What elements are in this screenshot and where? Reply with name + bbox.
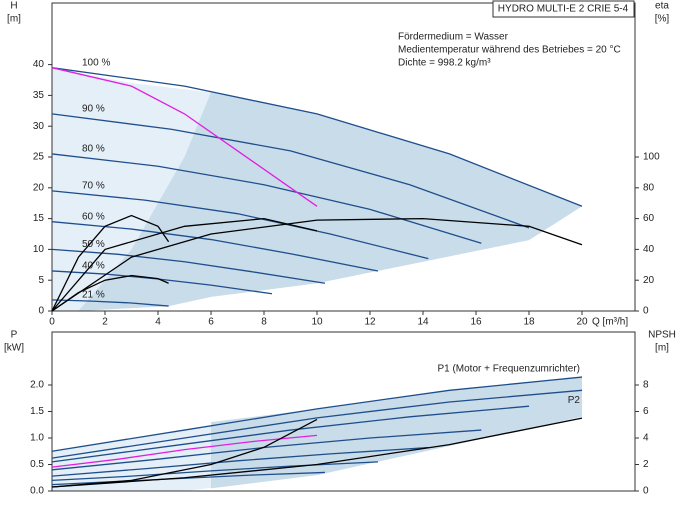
curve-label: 40 % <box>82 261 105 272</box>
curve <box>51 405 530 463</box>
y-tick-label: 10 <box>33 244 45 255</box>
curve-label: 60 % <box>82 211 105 222</box>
y-axis-label: P <box>11 330 18 341</box>
x-tick-label: 2 <box>102 317 108 328</box>
curve <box>51 376 583 452</box>
chart-title: HYDRO MULTI-E 2 CRIE 5-4 <box>498 4 629 15</box>
y2-axis-unit: [%] <box>655 14 670 25</box>
curve-label: 21 % <box>82 290 105 301</box>
y2-axis-label: eta <box>655 1 669 12</box>
curve <box>51 113 530 229</box>
y2-tick-label: 8 <box>643 380 649 391</box>
y-tick-label: 1.0 <box>30 433 44 444</box>
y2-tick-label: 80 <box>643 182 655 193</box>
curve-label: P1 (Motor + Frequenzumrichter) <box>437 364 580 375</box>
curve-label: 100 % <box>82 57 110 68</box>
curve <box>51 274 169 312</box>
x-tick-label: 4 <box>155 317 161 328</box>
x-axis-label: Q [m³/h] <box>592 317 628 328</box>
y-tick-label: 0.0 <box>30 486 44 497</box>
operating-region <box>78 92 582 311</box>
curve-label: 80 % <box>82 144 105 155</box>
curve <box>51 417 583 488</box>
y-tick-label: 15 <box>33 213 45 224</box>
note: Medientemperatur während des Betriebes =… <box>398 45 621 56</box>
x-tick-label: 10 <box>311 317 323 328</box>
curve <box>51 434 318 468</box>
curve <box>51 153 482 244</box>
curve <box>51 67 583 207</box>
curve <box>51 248 326 284</box>
y2-tick-label: 60 <box>643 213 655 224</box>
y-tick-label: 0.5 <box>30 459 44 470</box>
y-tick-label: 2.0 <box>30 380 44 391</box>
curve <box>51 446 429 477</box>
title-box <box>492 0 635 18</box>
y-tick-label: 0 <box>38 306 44 317</box>
curve <box>51 299 169 307</box>
y2-axis-label: NPSH <box>648 330 676 341</box>
curve <box>51 214 170 312</box>
y-tick-label: 20 <box>33 182 45 193</box>
curve <box>51 217 318 312</box>
operating-region <box>211 377 582 489</box>
y-tick-label: 1.5 <box>30 406 44 417</box>
curve <box>51 418 318 488</box>
y-tick-label: 30 <box>33 121 45 132</box>
curve-label: 50 % <box>82 239 105 250</box>
curve-label: 90 % <box>82 104 105 115</box>
x-tick-label: 14 <box>417 317 429 328</box>
y-axis-unit: [kW] <box>4 343 24 354</box>
curve <box>51 389 583 459</box>
x-tick-label: 0 <box>49 317 55 328</box>
y2-tick-label: 20 <box>643 275 655 286</box>
y2-tick-label: 2 <box>643 459 649 470</box>
y2-tick-label: 0 <box>643 306 649 317</box>
y-tick-label: 40 <box>33 59 45 70</box>
y2-axis-unit: [m] <box>655 343 669 354</box>
note: Fördermedium = Wasser <box>398 32 509 43</box>
y-tick-label: 5 <box>38 275 44 286</box>
curve <box>51 190 429 260</box>
y2-tick-label: 6 <box>643 406 649 417</box>
y2-tick-label: 0 <box>643 486 649 497</box>
x-tick-label: 8 <box>261 317 267 328</box>
note: Dichte = 998.2 kg/m³ <box>398 58 491 69</box>
x-tick-label: 6 <box>208 317 214 328</box>
y-tick-label: 25 <box>33 152 45 163</box>
y2-tick-label: 100 <box>643 152 660 163</box>
y-tick-label: 35 <box>33 90 45 101</box>
curve-label: 70 % <box>82 181 105 192</box>
x-tick-label: 16 <box>470 317 482 328</box>
curve <box>51 67 318 207</box>
y2-tick-label: 40 <box>643 244 655 255</box>
x-tick-label: 12 <box>364 317 376 328</box>
curve-label: P2 <box>568 395 581 406</box>
y2-tick-label: 4 <box>643 433 649 444</box>
y-axis-label: H <box>10 1 17 12</box>
curve <box>51 217 583 312</box>
y-axis-unit: [m] <box>7 14 21 25</box>
x-tick-label: 18 <box>523 317 535 328</box>
x-tick-label: 20 <box>576 317 588 328</box>
